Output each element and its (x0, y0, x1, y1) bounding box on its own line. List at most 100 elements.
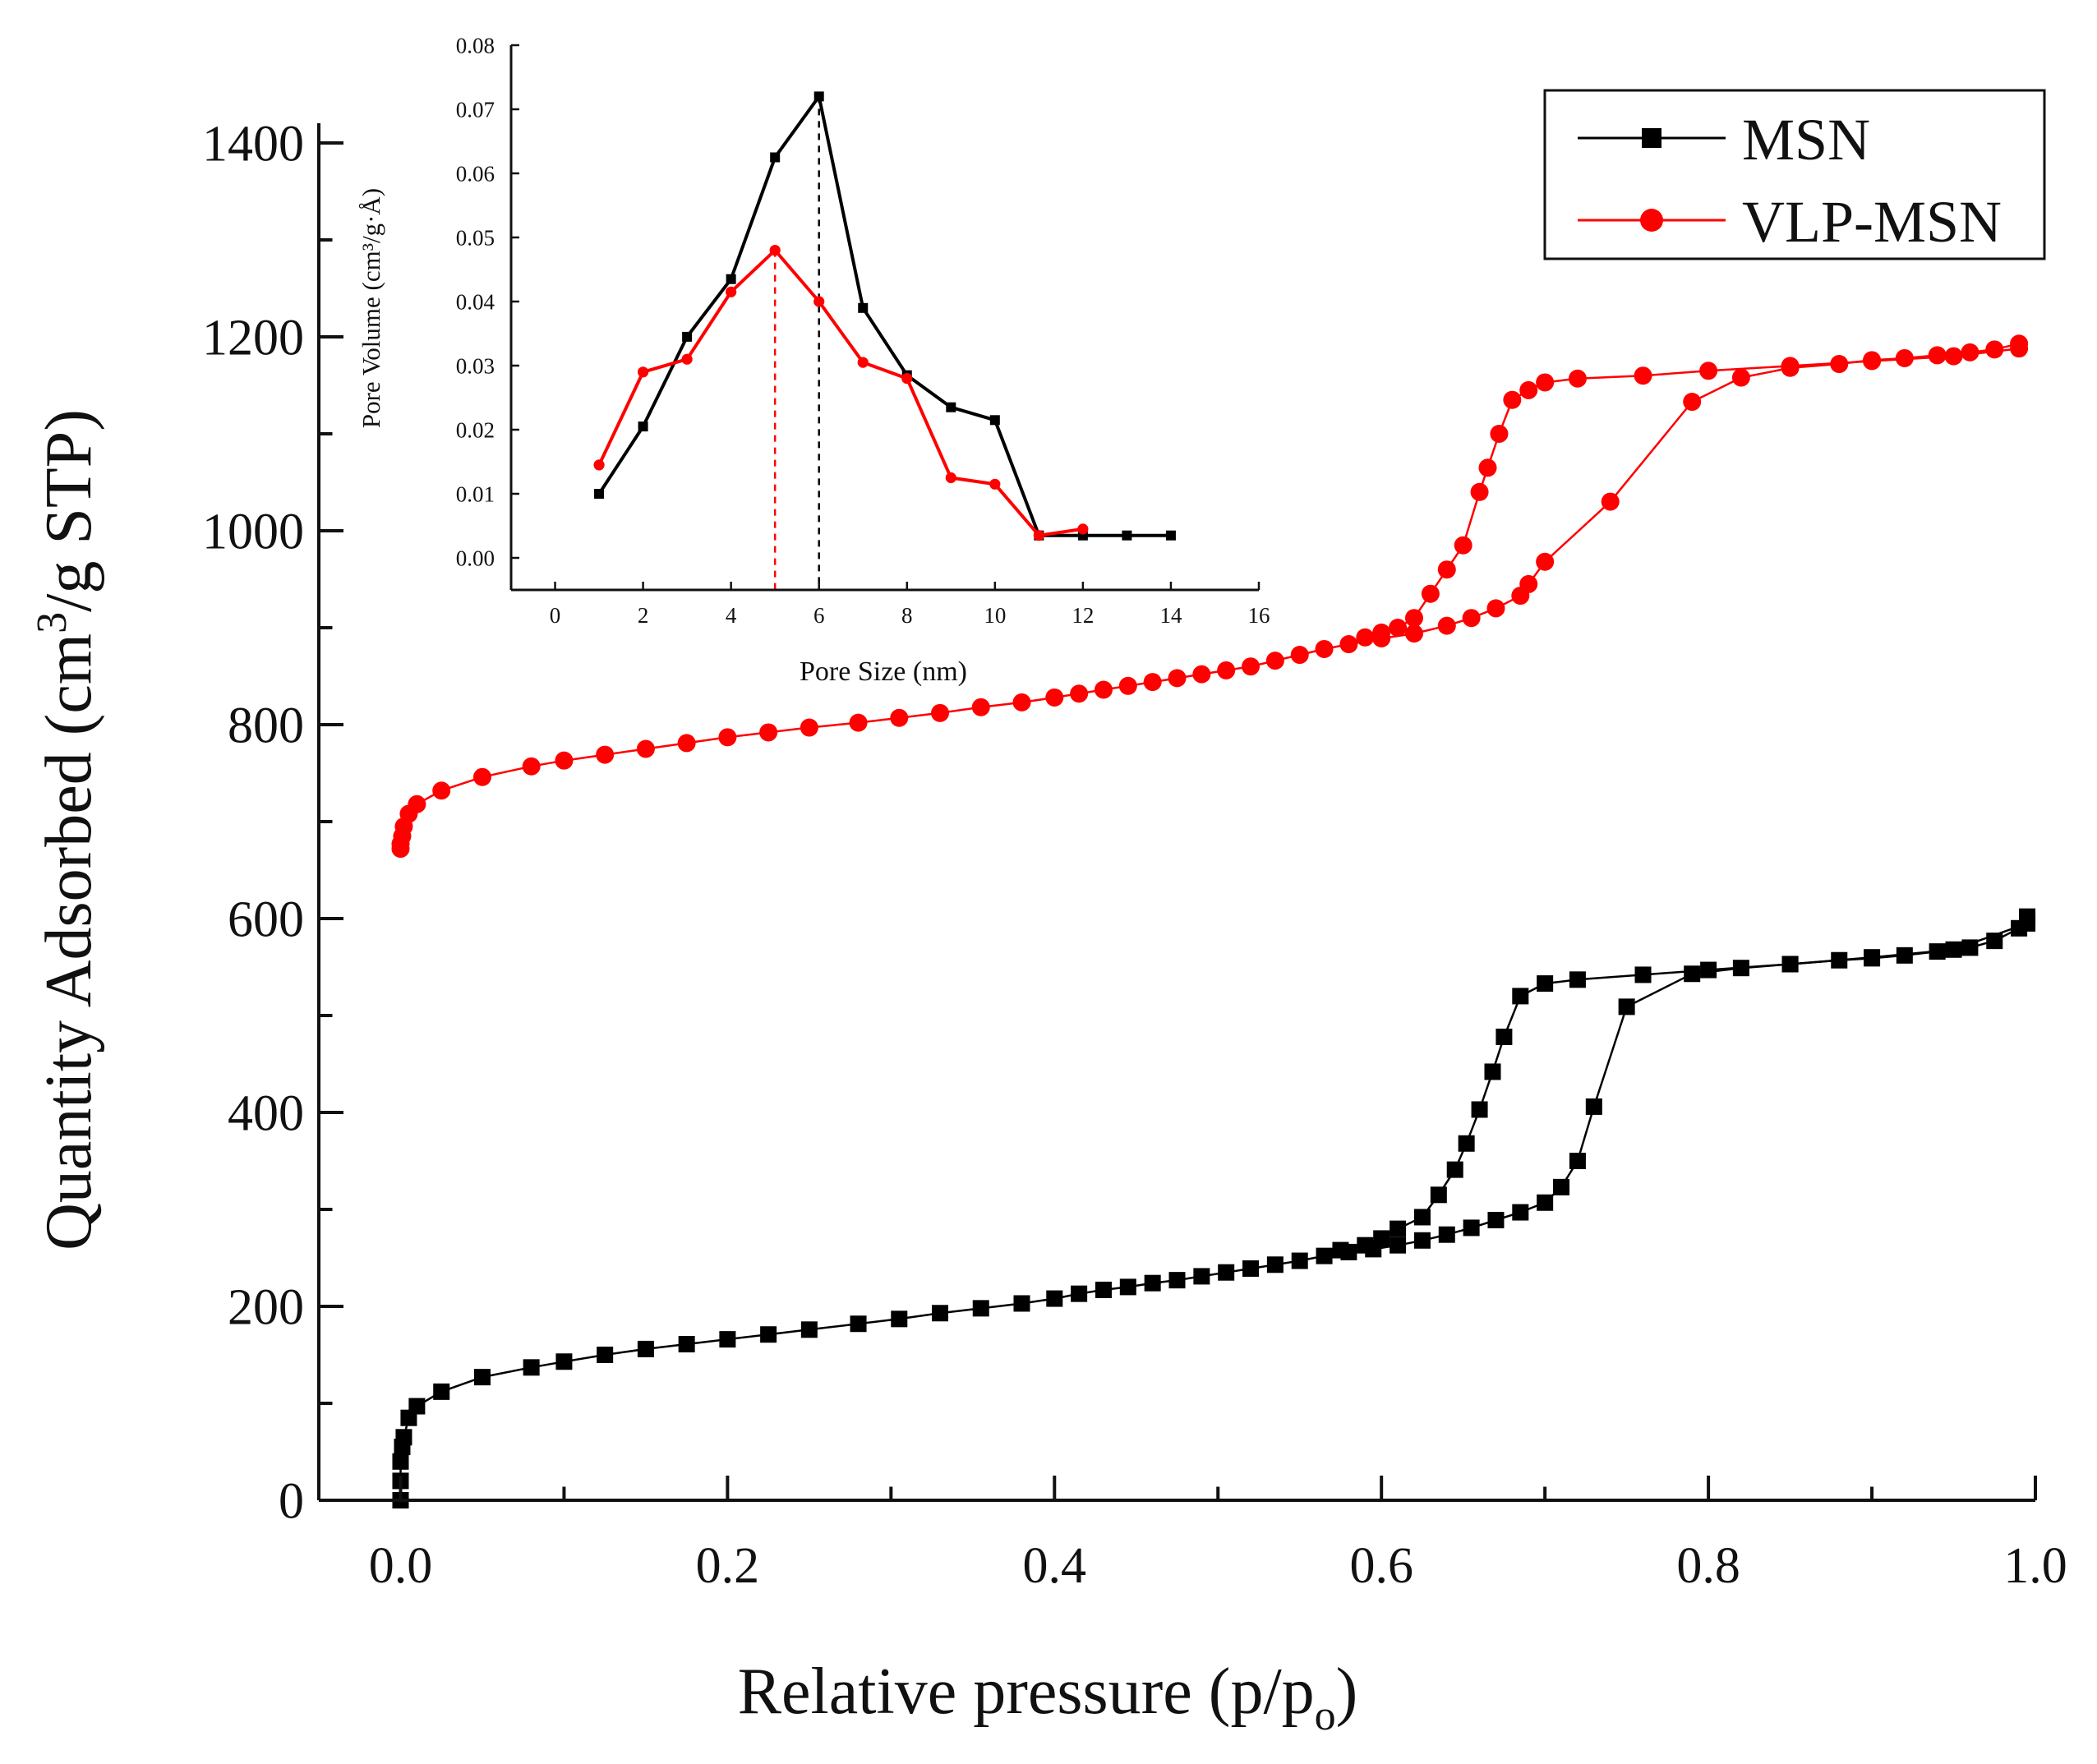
main-vlp-msn-point (1863, 352, 1882, 371)
legend-marker-msn (1642, 128, 1661, 148)
main-msn-point (523, 1359, 540, 1376)
main-x-tick-label: 1.0 (2003, 1538, 2067, 1594)
main-series-msn (392, 908, 2036, 1508)
inset-x-tick-label: 10 (984, 603, 1006, 628)
main-vlp-msn-point (1486, 599, 1505, 618)
main-vlp-msn-point (1192, 665, 1211, 684)
main-msn-point (1618, 998, 1635, 1016)
inset-vlp-msn-point (989, 478, 1001, 490)
inset-vlp-msn-point (593, 459, 605, 471)
inset-y-tick-label: 0.06 (456, 161, 495, 186)
main-msn-point (1413, 1209, 1431, 1226)
main-msn-point (1266, 1256, 1284, 1273)
main-msn-point (1864, 949, 1881, 966)
inset-x-tick-label: 2 (638, 603, 649, 628)
main-msn-point (719, 1331, 736, 1348)
main-series-layer (391, 334, 2036, 1508)
main-x-tick-label: 0.0 (369, 1538, 433, 1594)
inset-y-tick-label: 0.07 (456, 97, 495, 122)
main-msn-point (1458, 1135, 1475, 1152)
inset-vlp-msn-point (1077, 523, 1089, 535)
main-msn-point (1413, 1232, 1431, 1249)
main-msn-point (1316, 1247, 1333, 1264)
main-vlp-msn-point (1454, 536, 1473, 555)
main-msn-point (1537, 975, 1554, 993)
main-vlp-msn-point (971, 698, 990, 716)
main-msn-point (395, 1429, 412, 1446)
inset-plot: 0 2 4 6 8 10 12 14 16 0.000.010.020.030.040.050.… (357, 33, 1270, 687)
main-msn-point (1700, 961, 1717, 979)
main-vlp-msn-point (1478, 458, 1497, 477)
legend-label-msn: MSN (1742, 107, 1870, 173)
main-msn-point (1373, 1230, 1390, 1247)
main-vlp-msn-point (1536, 552, 1555, 571)
main-msn-point (891, 1310, 908, 1328)
legend-marker-vlp-msn (1640, 209, 1663, 232)
main-vlp-msn-point (1404, 609, 1423, 628)
legend-item-vlp-msn: VLP-MSN (1578, 189, 2002, 255)
main-msn-point (408, 1398, 426, 1415)
inset-y-tick-label: 0.05 (456, 225, 495, 250)
main-vlp-msn-point (1928, 346, 1947, 365)
inset-msn-point (770, 152, 781, 163)
main-vlp-msn-point (1568, 369, 1587, 388)
main-msn-point (1071, 1285, 1088, 1302)
inset-msn-point (1122, 530, 1132, 541)
main-vlp-msn-point (1731, 368, 1750, 387)
main-vlp-msn-point (718, 728, 737, 747)
main-vlp-msn-point (890, 708, 909, 727)
inset-series-vlp-msn (593, 245, 1089, 590)
inset-vlp-msn-adsorption-line (597, 247, 1084, 537)
inset-y-tick-label: 0.02 (456, 417, 495, 442)
main-msn-point (1684, 965, 1701, 983)
main-vlp-msn-point (1389, 619, 1408, 637)
main-x-tick-label: 0.2 (696, 1538, 760, 1594)
main-vlp-msn-point (1339, 635, 1358, 654)
main-vlp-msn-point (1421, 584, 1440, 603)
main-msn-point (1168, 1272, 1186, 1289)
main-msn-point (760, 1326, 777, 1343)
main-plot: 0.0 0.2 0.4 0.6 0.8 1.0 020040060080010001200… (29, 117, 2067, 1739)
main-vlp-msn-point (1094, 680, 1113, 699)
main-vlp-msn-point (1437, 616, 1456, 635)
main-vlp-msn-point (931, 703, 950, 722)
main-vlp-msn-point (472, 767, 491, 786)
main-msn-point (1144, 1274, 1161, 1292)
inset-vlp-msn-point (637, 366, 649, 378)
main-y-tick-label: 800 (228, 698, 304, 754)
inset-y-axis-label: Pore Volume (cm³/g·Å) (357, 188, 385, 428)
inset-vlp-msn-point (857, 357, 869, 368)
main-vlp-msn-point (1683, 393, 1702, 412)
main-msn-point (392, 1453, 409, 1470)
main-vlp-msn-point (1265, 652, 1284, 670)
main-msn-point (1471, 1101, 1488, 1118)
inset-x-tick-label: 8 (901, 603, 913, 628)
main-series-vlp-msn (391, 334, 2029, 859)
main-vlp-msn-point (800, 718, 818, 737)
main-y-tick-label: 1000 (202, 504, 304, 560)
main-vlp-msn-point (1601, 492, 1620, 511)
main-y-tick-label: 1200 (202, 311, 304, 366)
main-x-tick-label: 0.8 (1676, 1538, 1740, 1594)
main-msn-point (2019, 914, 2036, 932)
main-vlp-msn-point (522, 757, 541, 776)
main-msn-point (1961, 939, 1979, 956)
main-vlp-msn-point (1012, 693, 1031, 712)
main-y-tick-label: 600 (228, 892, 304, 948)
main-vlp-msn-point (1168, 669, 1187, 688)
main-msn-point (1357, 1237, 1374, 1254)
inset-msn-point (726, 274, 736, 284)
legend: MSN VLP-MSN (1543, 89, 2046, 260)
main-msn-point (1512, 1204, 1529, 1221)
inset-x-tick-label: 6 (813, 603, 825, 628)
main-msn-point (850, 1315, 867, 1333)
main-msn-point (1242, 1260, 1260, 1277)
inset-vlp-msn-point (1033, 530, 1044, 541)
main-vlp-msn-point (432, 781, 451, 800)
main-vlp-msn-point (1143, 673, 1162, 692)
main-msn-point (1569, 1153, 1586, 1169)
inset-msn-point (858, 302, 869, 313)
main-msn-point (1291, 1252, 1308, 1269)
inset-x-tick-label: 14 (1159, 603, 1182, 628)
main-msn-point (1634, 966, 1652, 983)
